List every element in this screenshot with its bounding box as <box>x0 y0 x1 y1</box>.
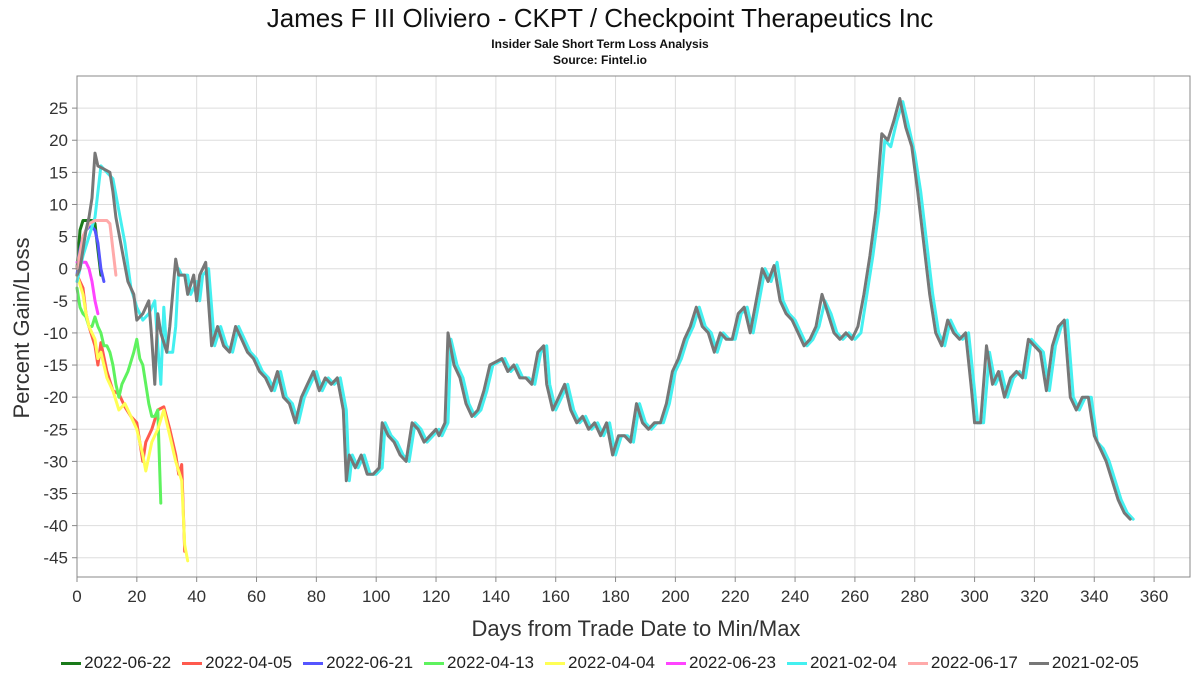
legend-label: 2022-06-22 <box>84 653 172 672</box>
legend-swatch <box>907 661 928 665</box>
legend-swatch <box>182 661 203 665</box>
x-tick-label: 0 <box>72 587 81 606</box>
x-tick-label: 120 <box>422 587 450 606</box>
y-tick-label: -5 <box>53 292 68 311</box>
y-tick-label: 0 <box>59 260 68 279</box>
series-line-2021-02-05 <box>75 97 1132 521</box>
x-tick-label: 220 <box>721 587 749 606</box>
legend-swatch <box>545 661 566 665</box>
y-tick-label: -45 <box>43 549 68 568</box>
legend-item-2022-06-22: 2022-06-22 <box>61 653 171 673</box>
x-tick-label: 40 <box>187 587 206 606</box>
x-tick-label: 60 <box>247 587 266 606</box>
legend-swatch <box>786 661 807 665</box>
legend-label: 2021-02-04 <box>809 653 897 672</box>
legend-swatch <box>303 661 324 665</box>
series-group <box>75 97 1135 563</box>
legend-item-2022-06-23: 2022-06-23 <box>665 653 776 673</box>
y-axis-label: Percent Gain/Loss <box>9 238 34 419</box>
y-tick-label: 20 <box>49 131 68 150</box>
legend-swatch <box>1028 661 1049 665</box>
x-tick-label: 80 <box>307 587 326 606</box>
legend-item-2022-06-17: 2022-06-17 <box>907 653 1018 673</box>
y-tick-label: -15 <box>43 356 68 375</box>
y-tick-label: -35 <box>43 485 68 504</box>
y-tick-label: -30 <box>43 452 68 471</box>
x-tick-label: 300 <box>960 587 988 606</box>
plot-frame <box>76 75 1191 578</box>
y-tick-label: 10 <box>49 195 68 214</box>
line-chart: 0 20 40 60 80 100 120 140 160 180 200 220 240 260 280 3… <box>9 75 1191 641</box>
legend-swatch <box>665 661 686 665</box>
series-line-2022-04-13 <box>75 286 163 505</box>
chart-source: Source: Fintel.io <box>552 53 647 67</box>
x-tick-label: 140 <box>482 587 510 606</box>
x-tick-label: 240 <box>781 587 809 606</box>
legend-label: 2022-06-21 <box>326 653 414 672</box>
legend-label: 2022-04-05 <box>205 653 293 672</box>
x-tick-label: 280 <box>901 587 929 606</box>
x-tick-label: 100 <box>362 587 390 606</box>
y-tick-label: -25 <box>43 420 68 439</box>
x-tick-label: 260 <box>841 587 869 606</box>
legend-label: 2022-04-13 <box>447 653 535 672</box>
legend-item-2021-02-04: 2021-02-04 <box>786 653 897 673</box>
x-tick-label: 180 <box>601 587 629 606</box>
legend-item-2022-04-13: 2022-04-13 <box>424 653 534 673</box>
legend-label: 2022-06-23 <box>688 653 776 672</box>
legend-item-2022-04-05: 2022-04-05 <box>182 653 292 673</box>
x-tick-label: 320 <box>1020 587 1048 606</box>
x-tick-label: 200 <box>661 587 689 606</box>
axis-ticks: 0 20 40 60 80 100 120 140 160 180 200 220 240 260 280 3… <box>43 99 1168 606</box>
y-tick-label: -10 <box>43 324 68 343</box>
y-tick-label: 15 <box>49 163 68 182</box>
legend-swatch <box>61 661 82 665</box>
series-line-2022-04-04 <box>75 273 190 563</box>
legend-label: 2022-06-17 <box>930 653 1018 672</box>
x-tick-label: 160 <box>542 587 570 606</box>
y-tick-label: 25 <box>49 99 68 118</box>
y-tick-label: -40 <box>43 517 68 536</box>
legend-swatch <box>424 661 445 665</box>
y-tick-label: 5 <box>59 228 68 247</box>
legend-item-2021-02-05: 2021-02-05 <box>1028 653 1139 673</box>
legend-label: 2022-04-04 <box>568 653 655 672</box>
x-tick-label: 20 <box>127 587 146 606</box>
legend-item-2022-06-21: 2022-06-21 <box>303 653 413 673</box>
x-tick-label: 360 <box>1140 587 1168 606</box>
x-axis-label: Days from Trade Date to Min/Max <box>472 616 801 641</box>
x-tick-label: 340 <box>1080 587 1108 606</box>
grid-lines <box>76 76 1190 577</box>
legend-item-2022-04-04: 2022-04-04 <box>545 653 655 673</box>
y-tick-label: -20 <box>43 388 68 407</box>
chart-title: James F III Oliviero - CKPT / Checkpoint… <box>266 3 934 33</box>
legend-label: 2021-02-05 <box>1051 653 1139 672</box>
chart-legend: 2022-06-22 2022-04-05 2022-06-21 2022-04-13… <box>0 652 1200 674</box>
chart-subtitle: Insider Sale Short Term Loss Analysis <box>491 37 709 51</box>
